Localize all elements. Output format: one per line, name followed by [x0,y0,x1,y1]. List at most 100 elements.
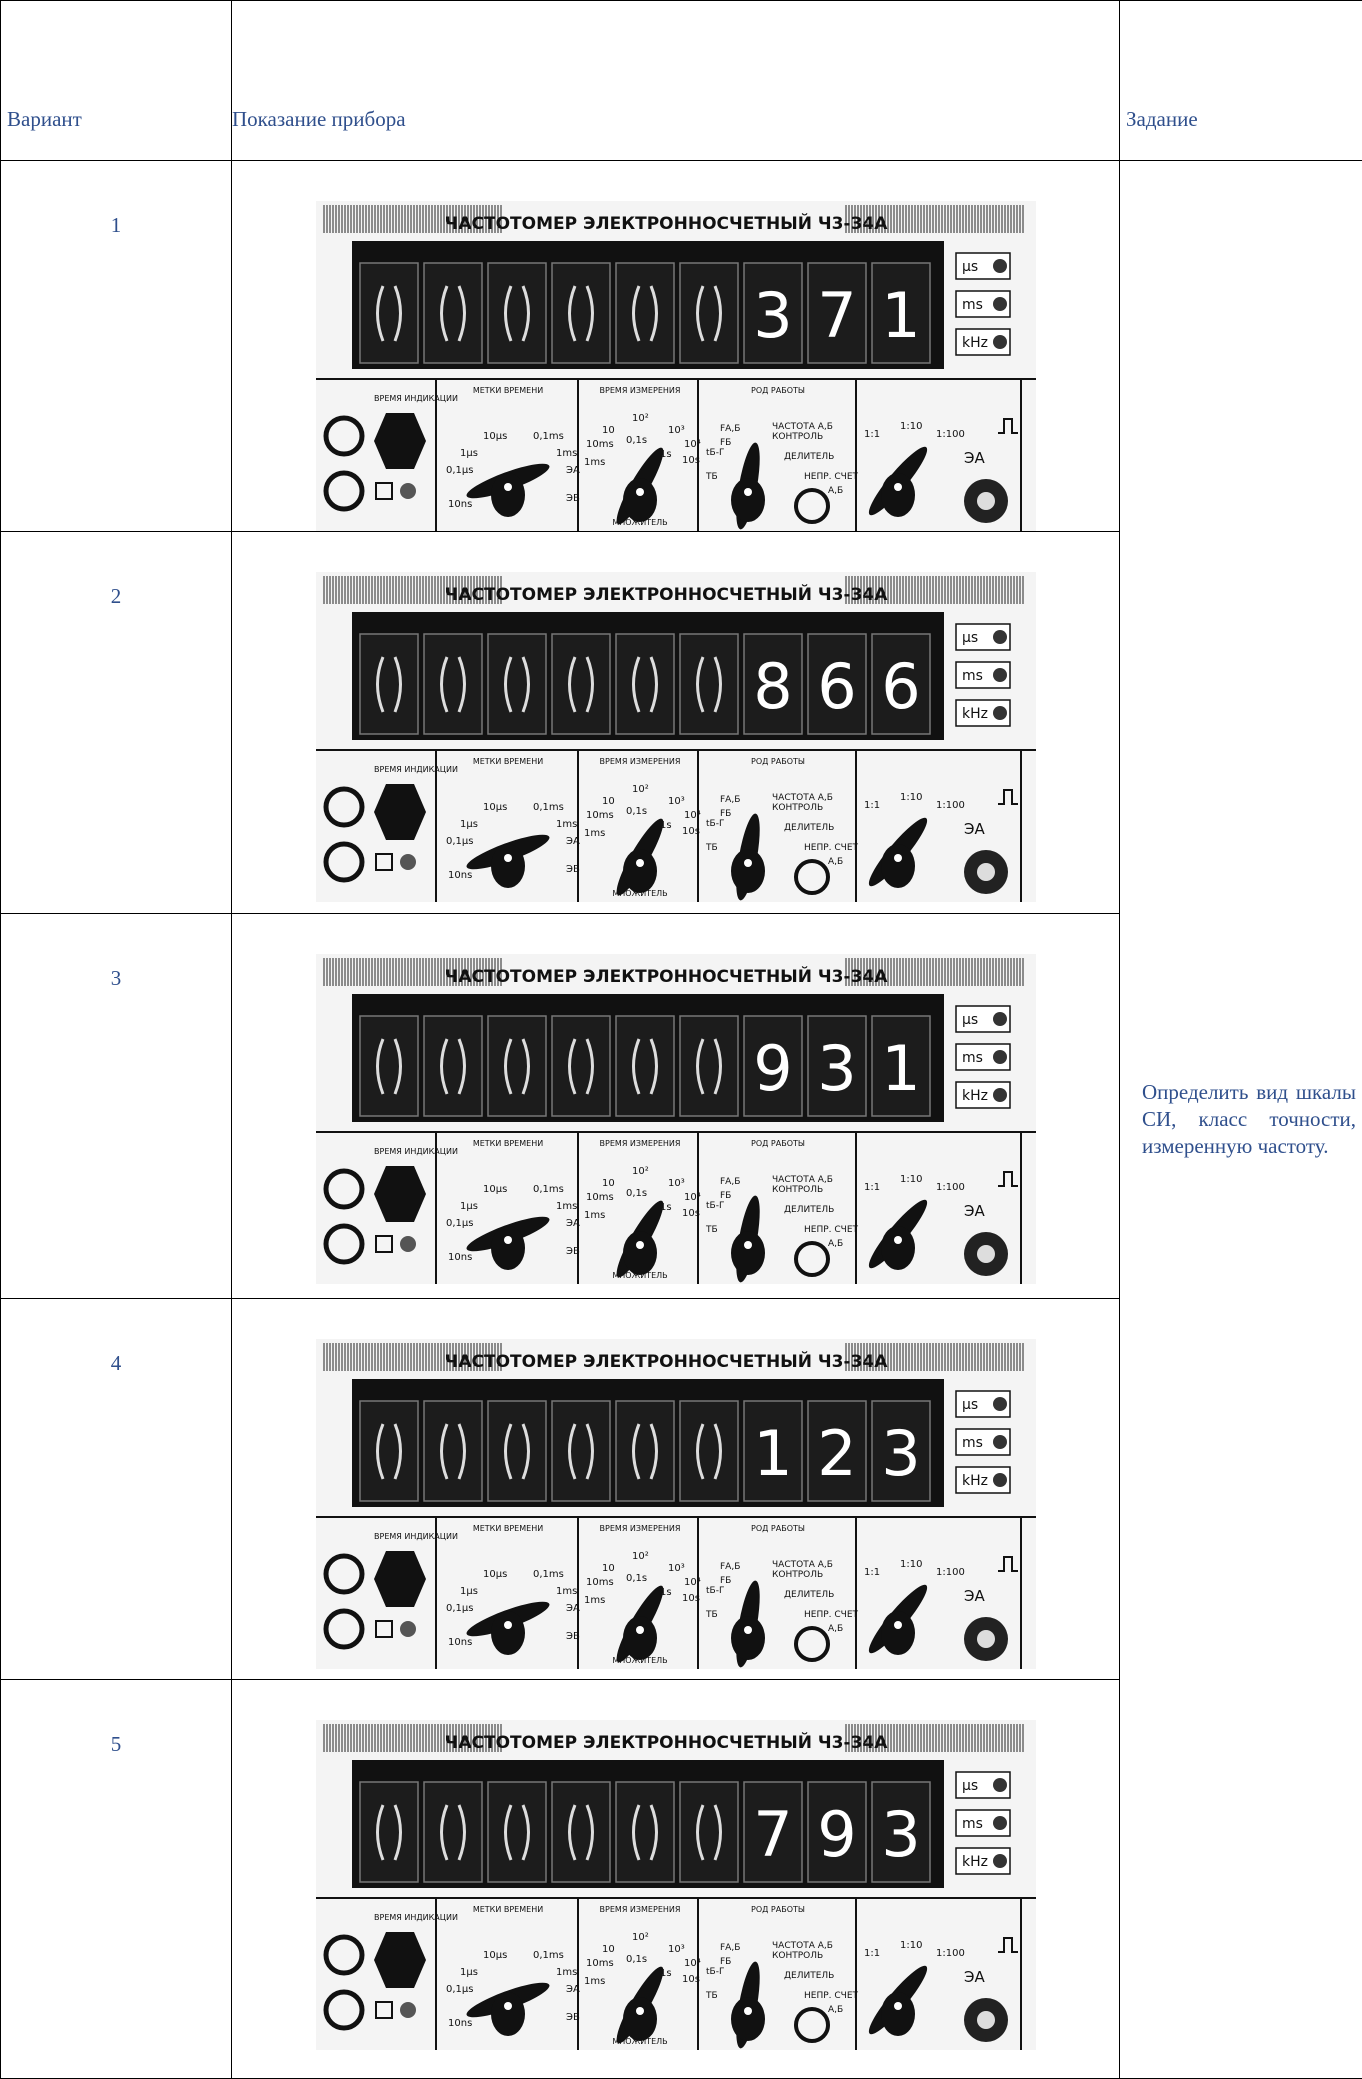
switch-option: ЭА [566,1603,580,1614]
switch-option: 1:1 [864,429,880,440]
switch-option: 0,1ms [533,431,564,442]
switch-option: 10ms [586,1958,614,1969]
digit-window [360,1782,418,1882]
switch-option: 10 [602,796,615,807]
switch-option: 0,1s [626,435,647,446]
digit-window [488,263,546,363]
digit: 7 [817,279,856,352]
digit-window [680,634,738,734]
switch-option: 1ms [584,1210,605,1221]
device-title: ЧАСТОТОМЕР ЭЛЕКТРОННОСЧЕТНЫЙ Ч3-34А [444,583,888,605]
input-label: ЭА [964,1587,985,1605]
digit-window [360,1016,418,1116]
small-label: ВРЕМЯ ИЗМЕРЕНИЯ [599,1905,680,1914]
switch-option: 10 [602,425,615,436]
switch-option: 0,1µs [446,1603,473,1614]
switch-option: 0,1s [626,1573,647,1584]
input-label: ЭА [964,820,985,838]
frequency-counter: ЧАСТОТОМЕР ЭЛЕКТРОННОСЧЕТНЫЙ Ч3-34Аµsmsk… [316,1720,1036,2050]
switch-option: ЭБ [566,864,580,875]
switch-option: 1ms [584,828,605,839]
digit-window [424,1782,482,1882]
knob-body [731,478,765,522]
knob-cap [894,483,902,491]
unit-lamp [993,1778,1007,1792]
knob-cap [636,1626,644,1634]
unit-lamp [993,259,1007,273]
switch-option: FА,Б [720,424,740,434]
switch-option: 10µs [483,1569,507,1580]
switch-option: 10² [632,1551,649,1562]
switch-option: 1µs [460,448,478,459]
switch-option: ЭБ [566,2012,580,2023]
switch-option: 1:1 [864,1567,880,1578]
switch-option: 0,1ms [533,1569,564,1580]
knob-body [881,1226,915,1270]
small-label: ВРЕМЯ ИЗМЕРЕНИЯ [599,1524,680,1533]
connector-core [977,1630,995,1648]
switch-option: 10ms [586,1577,614,1588]
button [400,1621,416,1637]
unit-lamp [993,1012,1007,1026]
switch-option: 10s [682,455,700,466]
frequency-counter: ЧАСТОТОМЕР ЭЛЕКТРОННОСЧЕТНЫЙ Ч3-34Аµsmsk… [316,954,1036,1284]
knob-body [623,849,657,893]
switch-option: 1:100 [936,1948,965,1959]
switch-option: 10⁴ [684,810,701,821]
switch-option: FБ [720,1957,731,1967]
small-label: РОД РАБОТЫ [751,757,805,766]
digit: 1 [753,1417,792,1490]
knob-body [491,473,525,517]
digit: 1 [881,279,920,352]
switch-option: 10µs [483,802,507,813]
small-label: ВРЕМЯ ИНДИКАЦИИ [374,765,458,774]
switch-option: 10² [632,1932,649,1943]
connector-core [977,492,995,510]
switch-option: TБ [705,843,718,853]
switch-option: 10ms [586,810,614,821]
switch-option: tБ-Г [706,1586,724,1596]
unit-label: ms [962,1435,983,1451]
knob-body [623,1616,657,1660]
switch-option: КОНТРОЛЬ [772,1951,823,1961]
switch-option: ЭА [566,1984,580,1995]
switch-option: ЭА [566,836,580,847]
knob-body [623,1231,657,1275]
switch-option: 0,1s [626,806,647,817]
small-label: РОД РАБОТЫ [751,1139,805,1148]
header-cell: Задание [1120,1,1362,161]
switch-option: ЭБ [566,1246,580,1257]
switch-option: 10s [682,826,700,837]
switch-option: ДЕЛИТЕЛЬ [784,1971,834,1981]
switch-option: 10⁴ [684,1958,701,1969]
digit-window [488,1782,546,1882]
switch-option: 10ns [448,499,472,510]
device-title: ЧАСТОТОМЕР ЭЛЕКТРОННОСЧЕТНЫЙ Ч3-34А [444,1731,888,1753]
knob-cap [504,1236,512,1244]
digit-window [680,1401,738,1501]
digit-window [552,1782,610,1882]
switch-option: 10ms [586,1192,614,1203]
switch-option: ЧАСТОТА А,Б [772,422,833,432]
switch-option: FБ [720,1191,731,1201]
switch-option: А,Б [828,857,843,867]
switch-option: 10⁴ [684,1577,701,1588]
button [400,854,416,870]
small-label: МНОЖИТЕЛЬ [612,518,667,527]
switch-option: TБ [705,1610,718,1620]
switch-option: КОНТРОЛЬ [772,1185,823,1195]
switch-option: 1ms [584,1976,605,1987]
knob-cap [636,2007,644,2015]
knob-cap [744,859,752,867]
unit-lamp [993,1816,1007,1830]
knob-body [491,1611,525,1655]
digit: 6 [881,650,920,723]
switch-option: ЭБ [566,1631,580,1642]
switch-option: 1:10 [900,421,922,432]
switch-option: 0,1µs [446,465,473,476]
knob-body [623,1997,657,2041]
switch-option: 1:10 [900,1174,922,1185]
